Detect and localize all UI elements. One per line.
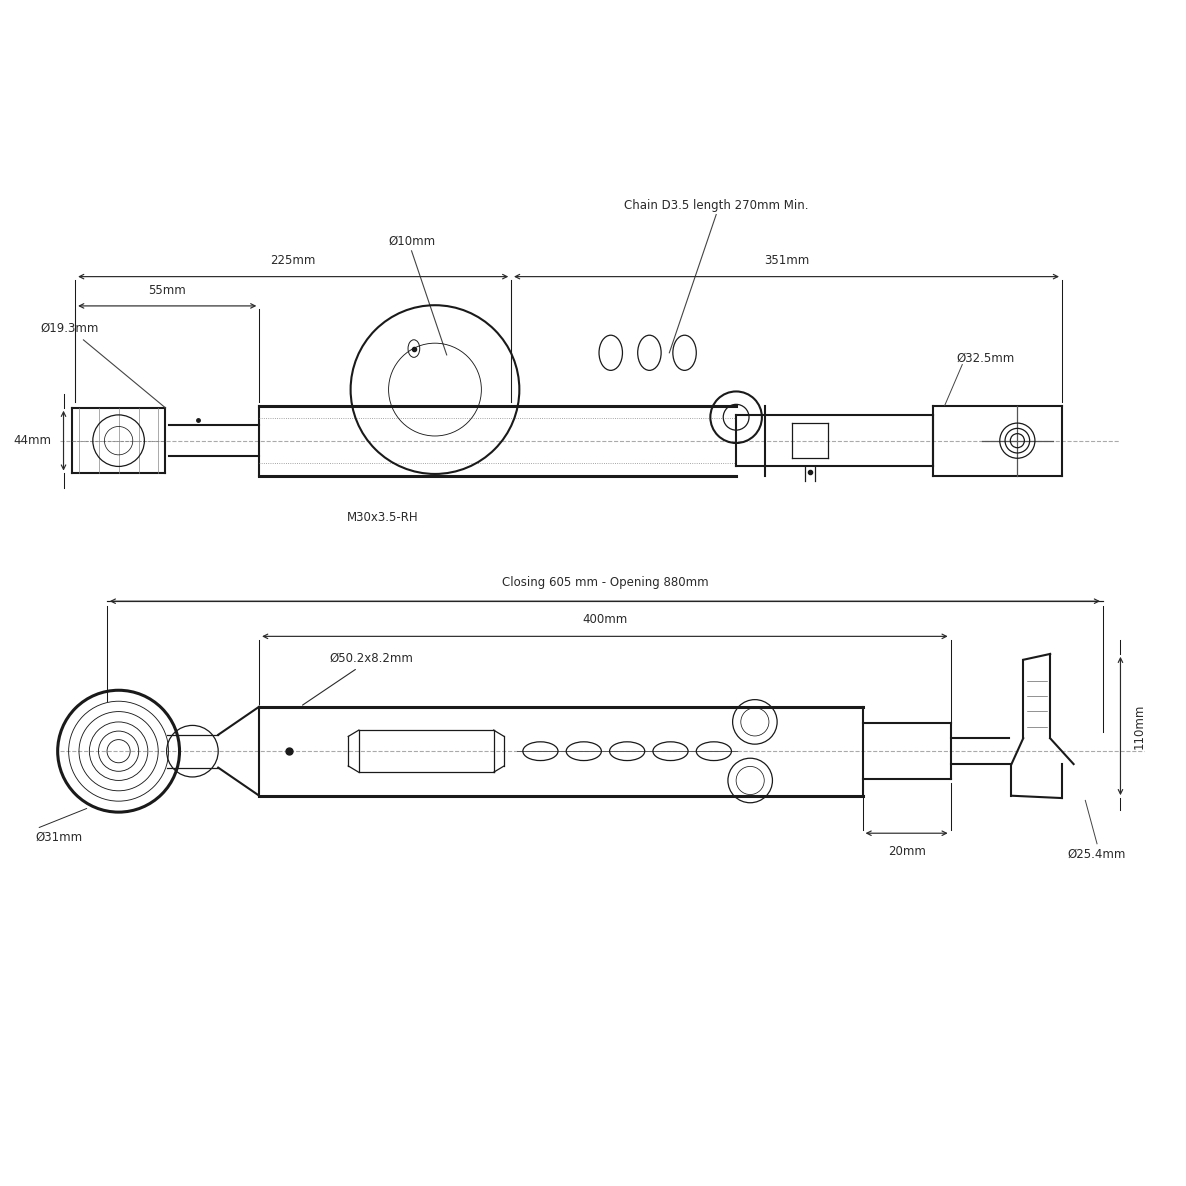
Text: 55mm: 55mm: [148, 283, 186, 296]
Text: 351mm: 351mm: [764, 254, 809, 267]
Text: 20mm: 20mm: [887, 844, 925, 857]
Text: Chain D3.5 length 270mm Min.: Chain D3.5 length 270mm Min.: [624, 199, 809, 212]
Text: Ø10mm: Ø10mm: [388, 235, 435, 248]
Text: Ø32.5mm: Ø32.5mm: [956, 352, 1015, 365]
Text: 110mm: 110mm: [1133, 703, 1146, 748]
Text: 225mm: 225mm: [270, 254, 315, 267]
Text: M30x3.5-RH: M30x3.5-RH: [346, 511, 417, 524]
Text: Ø50.2x8.2mm: Ø50.2x8.2mm: [302, 652, 414, 706]
Text: 44mm: 44mm: [14, 434, 52, 447]
Text: Ø31mm: Ø31mm: [36, 831, 83, 844]
Text: 400mm: 400mm: [582, 613, 627, 626]
Text: Ø25.4mm: Ø25.4mm: [1067, 847, 1127, 860]
Text: Ø19.3mm: Ø19.3mm: [40, 323, 98, 336]
Text: Closing 605 mm - Opening 880mm: Closing 605 mm - Opening 880mm: [502, 576, 708, 589]
